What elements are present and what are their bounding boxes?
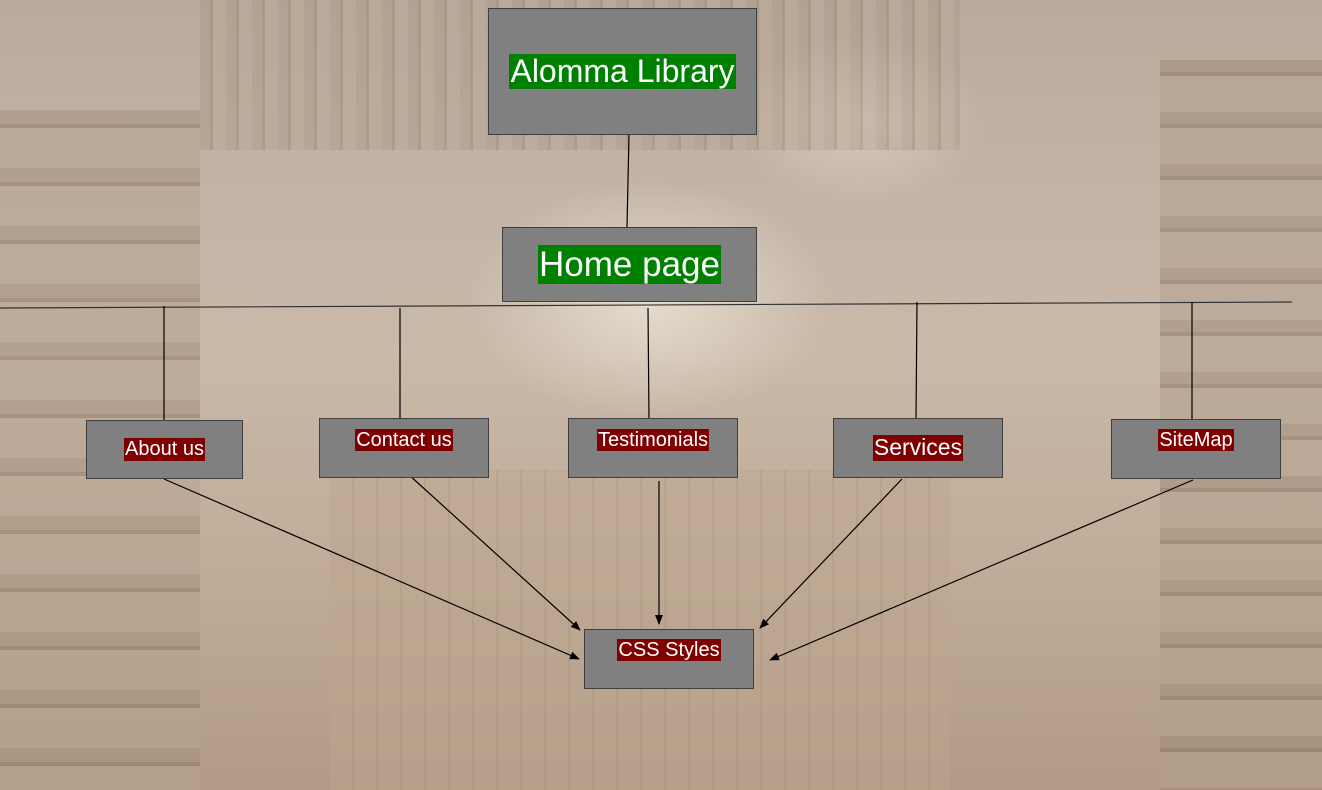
root-home-connector [626,133,630,228]
services-label: Services [872,434,964,461]
services-node: Services [833,418,1003,478]
about-css-arrow [163,478,580,660]
css-styles-label: CSS Styles [617,639,721,662]
home-page-label: Home page [538,244,721,285]
sitemap-node: SiteMap [1111,419,1281,479]
sitemap-css-arrow [769,479,1194,661]
home-page-node: Home page [502,227,757,302]
root-node-label: Alomma Library [509,52,736,90]
page-bus-line [0,301,1293,309]
testimonials-label: Testimonials [596,429,710,452]
contact-css-arrow [407,473,581,631]
bus-testimonials-connector [647,307,650,421]
contact-us-label: Contact us [355,429,453,452]
root-node: Alomma Library [488,8,757,135]
contact-us-node: Contact us [319,418,489,478]
sitemap-label: SiteMap [1158,429,1234,452]
bus-services-connector [915,301,918,420]
testimonials-node: Testimonials [568,418,738,478]
services-css-arrow [759,478,903,629]
css-styles-node: CSS Styles [584,629,754,689]
about-us-node: About us [86,420,243,479]
about-us-label: About us [124,438,205,461]
